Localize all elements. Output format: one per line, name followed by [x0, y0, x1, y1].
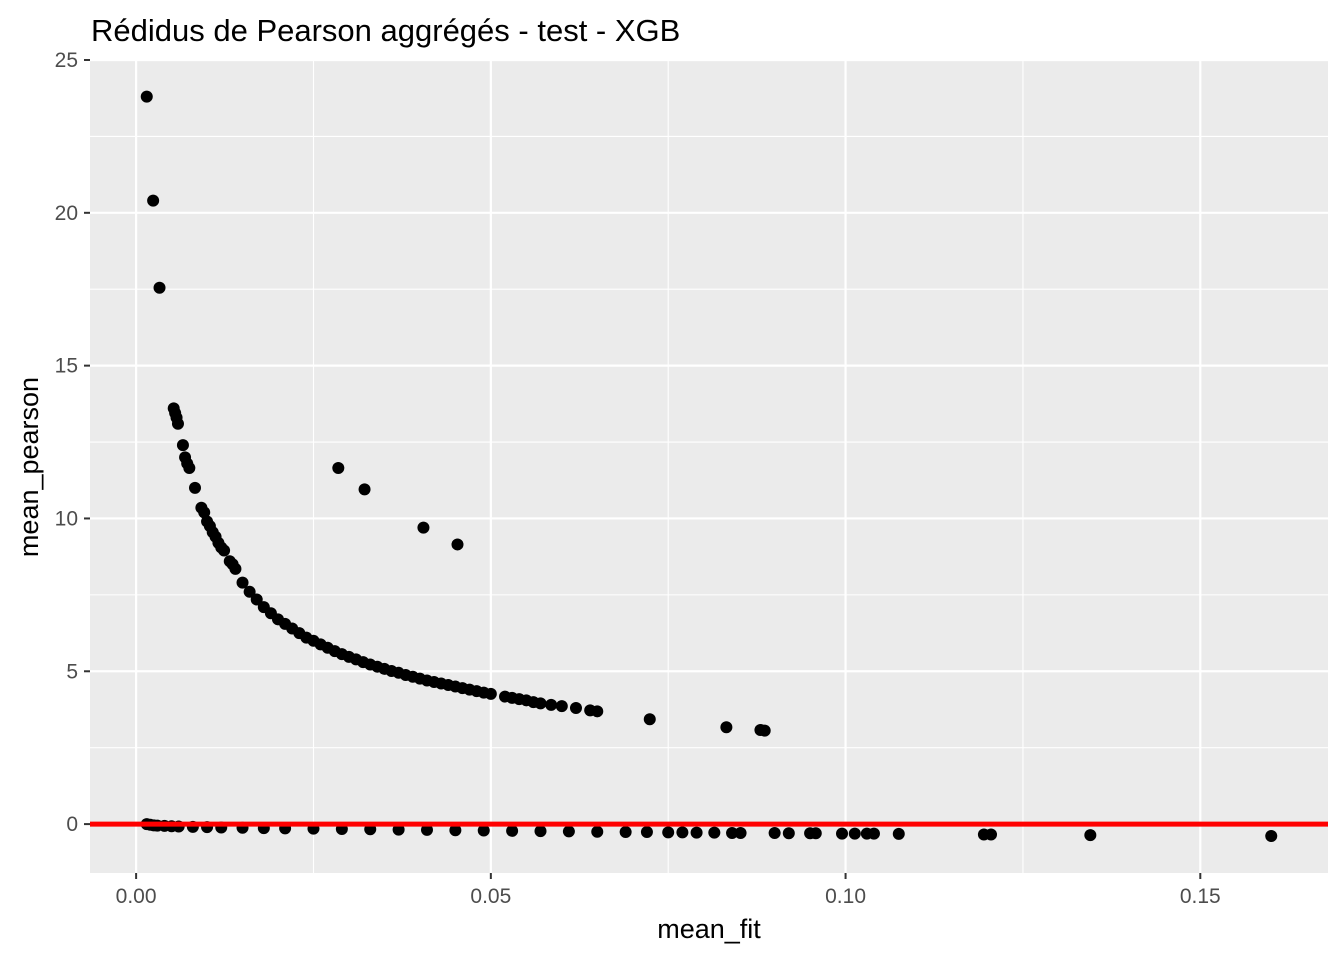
- data-point: [809, 827, 822, 840]
- y-tick-label: 20: [55, 202, 78, 225]
- data-point: [420, 823, 433, 836]
- data-point: [643, 713, 656, 726]
- data-point: [176, 439, 189, 452]
- data-point: [768, 826, 781, 839]
- data-point: [188, 481, 201, 494]
- data-point: [545, 698, 558, 711]
- y-tick-label: 5: [66, 660, 78, 683]
- x-tick-label: 0.15: [1180, 885, 1221, 908]
- data-point: [417, 521, 430, 534]
- data-point: [183, 462, 196, 475]
- data-point: [250, 593, 263, 606]
- data-point: [198, 506, 211, 519]
- data-point: [676, 826, 689, 839]
- x-axis-title: mean_fit: [657, 914, 761, 944]
- data-point: [534, 825, 547, 838]
- y-tick-label: 0: [66, 813, 78, 836]
- data-point: [591, 825, 604, 838]
- data-point: [171, 417, 184, 430]
- data-point: [147, 194, 160, 207]
- data-point: [477, 824, 490, 837]
- data-point: [848, 827, 861, 840]
- y-tick-label: 25: [55, 49, 78, 72]
- data-point: [1265, 830, 1278, 843]
- data-point: [720, 721, 733, 734]
- data-point: [534, 697, 547, 710]
- data-point: [218, 544, 231, 557]
- data-point: [1084, 829, 1097, 842]
- data-point: [569, 701, 582, 714]
- x-axis: 0.00 0.05 0.10 0.15: [116, 873, 1221, 908]
- minor-gridlines: [90, 60, 1328, 873]
- x-tick-label: 0.10: [825, 885, 866, 908]
- data-point: [451, 538, 464, 551]
- data-point: [449, 824, 462, 837]
- x-tick-label: 0.05: [470, 885, 511, 908]
- data-point: [836, 827, 849, 840]
- data-point: [892, 827, 905, 840]
- data-point: [734, 826, 747, 839]
- data-point: [782, 827, 795, 840]
- y-axis: 0 5 10 15 20 25: [55, 49, 90, 836]
- data-point: [229, 562, 242, 575]
- data-point: [867, 827, 880, 840]
- data-point: [690, 826, 703, 839]
- y-tick-label: 10: [55, 507, 78, 530]
- data-point: [392, 823, 405, 836]
- data-point: [591, 705, 604, 718]
- data-point: [640, 826, 653, 839]
- data-point: [236, 576, 249, 589]
- data-point: [619, 826, 632, 839]
- plot-panel: [90, 60, 1328, 873]
- data-point: [562, 825, 575, 838]
- chart-title: Rédidus de Pearson aggrégés - test - XGB: [91, 13, 680, 48]
- data-point: [985, 828, 998, 841]
- data-point: [726, 826, 739, 839]
- data-point: [506, 824, 519, 837]
- data-point: [140, 90, 153, 103]
- y-axis-title: mean_pearson: [14, 377, 44, 557]
- data-point: [153, 281, 166, 294]
- x-tick-label: 0.00: [116, 885, 157, 908]
- data-points: [140, 90, 1278, 843]
- data-point: [358, 483, 371, 496]
- data-point: [332, 462, 345, 475]
- y-tick-label: 15: [55, 355, 78, 378]
- data-point: [708, 826, 721, 839]
- data-point: [484, 687, 497, 700]
- data-point: [243, 585, 256, 598]
- data-point: [555, 700, 568, 713]
- data-point: [758, 724, 771, 737]
- data-point: [662, 826, 675, 839]
